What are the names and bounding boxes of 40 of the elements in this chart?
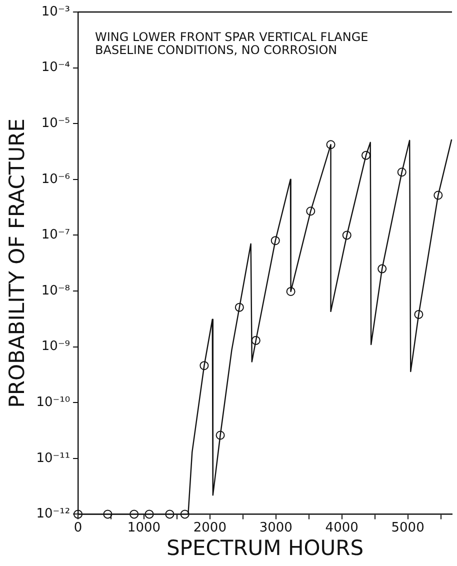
point <box>251 336 260 345</box>
point <box>306 206 316 216</box>
point <box>270 236 280 246</box>
point <box>144 510 154 519</box>
point <box>234 302 244 312</box>
y-tick-label: 10⁻⁴ <box>41 60 70 76</box>
point <box>286 286 296 296</box>
point <box>361 150 370 160</box>
x-tick-label: 2000 <box>193 520 226 536</box>
y-tick-label: 10⁻⁸ <box>41 283 70 298</box>
y-tick-label: 10⁻³ <box>41 4 70 20</box>
point <box>200 361 209 370</box>
point <box>180 510 190 519</box>
annotation: BASELINE CONDITIONS, NO CORROSION <box>95 43 338 58</box>
y-tick-label: 10⁻¹¹ <box>36 450 70 466</box>
y-tick-label: 10⁻⁹ <box>41 339 70 354</box>
x-axis-title: SPECTRUM HOURS <box>166 536 364 560</box>
y-tick-label: 10⁻¹² <box>36 506 70 522</box>
x-tick-label: 1000 <box>127 520 161 536</box>
x-tick-label: 3000 <box>259 520 292 536</box>
point <box>326 140 336 150</box>
x-tick-label: 0 <box>74 520 82 536</box>
point <box>216 430 225 440</box>
point <box>342 230 352 240</box>
point <box>130 510 139 519</box>
annotation: WING LOWER FRONT SPAR VERTICAL FLANGE <box>95 30 368 44</box>
point <box>74 510 83 519</box>
y-tick-label: 10⁻⁵ <box>41 116 70 131</box>
y-tick-label: 10⁻⁷ <box>41 228 70 243</box>
y-tick-label: 10⁻⁶ <box>41 172 70 187</box>
point <box>165 510 174 519</box>
point <box>103 510 112 519</box>
point <box>397 168 406 177</box>
x-tick-label: 5000 <box>391 520 424 536</box>
x-tick-label: 4000 <box>325 520 358 536</box>
y-axis-title: PROBABILITY OF FRACTURE <box>5 118 30 408</box>
y-tick-label: 10⁻¹⁰ <box>36 394 70 410</box>
point <box>414 310 424 319</box>
point <box>378 264 387 274</box>
point <box>434 190 443 200</box>
